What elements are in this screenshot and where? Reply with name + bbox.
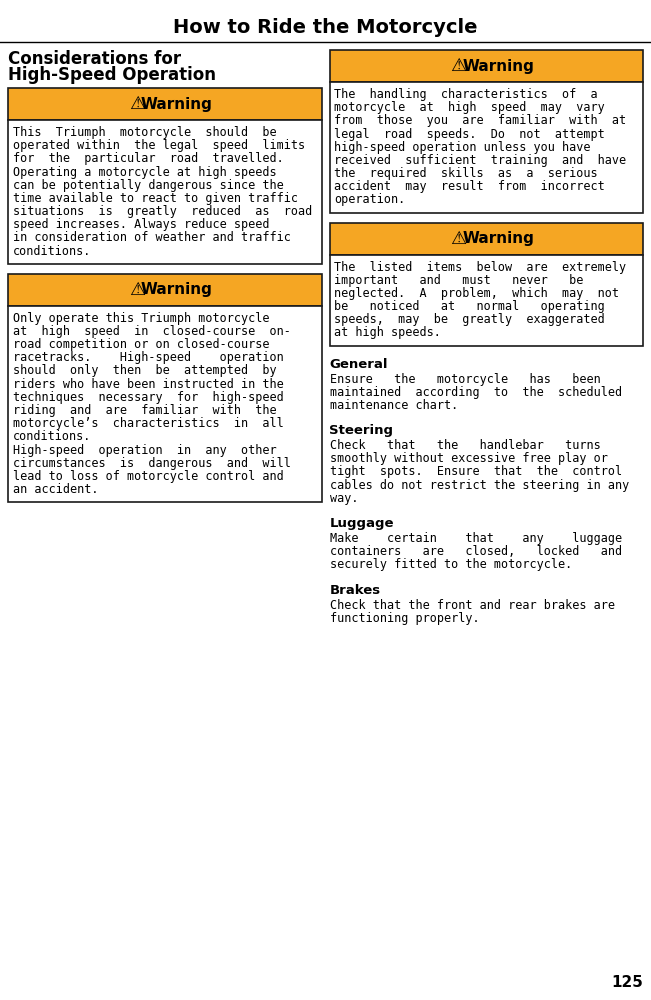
Text: securely fitted to the motorcycle.: securely fitted to the motorcycle. <box>329 558 572 571</box>
Text: tight  spots.  Ensure  that  the  control: tight spots. Ensure that the control <box>329 466 622 479</box>
Text: The  handling  characteristics  of  a: The handling characteristics of a <box>335 88 598 101</box>
Text: operation.: operation. <box>335 193 406 206</box>
Text: at  high  speed  in  closed-course  on-: at high speed in closed-course on- <box>13 325 291 338</box>
Text: Ensure   the   motorcycle   has   been: Ensure the motorcycle has been <box>329 373 600 386</box>
Bar <box>8 274 322 306</box>
Text: operated within  the legal  speed  limits: operated within the legal speed limits <box>13 139 305 152</box>
Text: techniques  necessary  for  high-speed: techniques necessary for high-speed <box>13 391 284 404</box>
Text: Steering: Steering <box>329 424 393 437</box>
Bar <box>329 255 643 346</box>
Text: functioning properly.: functioning properly. <box>329 612 479 625</box>
Text: motorcycle  at  high  speed  may  vary: motorcycle at high speed may vary <box>335 101 605 114</box>
Text: lead to loss of motorcycle control and: lead to loss of motorcycle control and <box>13 470 284 483</box>
Text: road competition or on closed-course: road competition or on closed-course <box>13 338 270 351</box>
Text: smoothly without excessive free play or: smoothly without excessive free play or <box>329 452 607 465</box>
Text: should  only  then  be  attempted  by: should only then be attempted by <box>13 364 277 377</box>
Text: situations  is  greatly  reduced  as  road: situations is greatly reduced as road <box>13 205 312 218</box>
Text: racetracks.    High-speed    operation: racetracks. High-speed operation <box>13 351 284 364</box>
Text: Considerations for: Considerations for <box>8 50 181 68</box>
Text: riders who have been instructed in the: riders who have been instructed in the <box>13 378 284 391</box>
Text: Warning: Warning <box>141 97 213 111</box>
Text: ⚠: ⚠ <box>129 281 145 299</box>
Text: Check that the front and rear brakes are: Check that the front and rear brakes are <box>329 599 615 612</box>
Text: Only operate this Triumph motorcycle: Only operate this Triumph motorcycle <box>13 312 270 325</box>
Text: from  those  you  are  familiar  with  at: from those you are familiar with at <box>335 114 627 127</box>
Text: can be potentially dangerous since the: can be potentially dangerous since the <box>13 179 284 192</box>
Text: Warning: Warning <box>141 282 213 297</box>
Text: Warning: Warning <box>462 58 534 74</box>
Text: time available to react to given traffic: time available to react to given traffic <box>13 192 298 205</box>
Text: motorcycle’s  characteristics  in  all: motorcycle’s characteristics in all <box>13 417 284 430</box>
Bar <box>8 306 322 502</box>
Text: neglected.  A  problem,  which  may  not: neglected. A problem, which may not <box>335 287 620 300</box>
Bar <box>329 82 643 213</box>
Text: Warning: Warning <box>462 231 534 246</box>
Text: Brakes: Brakes <box>329 584 381 597</box>
Text: circumstances  is  dangerous  and  will: circumstances is dangerous and will <box>13 457 291 470</box>
Text: conditions.: conditions. <box>13 430 91 443</box>
Text: speed increases. Always reduce speed: speed increases. Always reduce speed <box>13 218 270 231</box>
Text: conditions.: conditions. <box>13 245 91 258</box>
Text: in consideration of weather and traffic: in consideration of weather and traffic <box>13 231 291 244</box>
Text: ⚠: ⚠ <box>129 95 145 113</box>
Text: How to Ride the Motorcycle: How to Ride the Motorcycle <box>173 18 478 37</box>
Text: maintained  according  to  the  scheduled: maintained according to the scheduled <box>329 386 622 399</box>
Text: 125: 125 <box>611 975 643 990</box>
Text: High-Speed Operation: High-Speed Operation <box>8 66 216 84</box>
Text: General: General <box>329 358 388 371</box>
Text: ⚠: ⚠ <box>450 230 466 248</box>
Text: be   noticed   at   normal   operating: be noticed at normal operating <box>335 300 605 313</box>
Text: received  sufficient  training  and  have: received sufficient training and have <box>335 154 627 167</box>
Text: for  the  particular  road  travelled.: for the particular road travelled. <box>13 152 284 165</box>
Text: Check   that   the   handlebar   turns: Check that the handlebar turns <box>329 439 600 452</box>
Text: legal  road  speeds.  Do  not  attempt: legal road speeds. Do not attempt <box>335 128 605 141</box>
Bar <box>329 50 643 82</box>
Bar <box>329 223 643 255</box>
Text: ⚠: ⚠ <box>450 57 466 75</box>
Text: The  listed  items  below  are  extremely: The listed items below are extremely <box>335 261 627 274</box>
Text: Luggage: Luggage <box>329 517 394 530</box>
Text: speeds,  may  be  greatly  exaggerated: speeds, may be greatly exaggerated <box>335 313 605 326</box>
Text: accident  may  result  from  incorrect: accident may result from incorrect <box>335 180 605 193</box>
Bar <box>8 120 322 264</box>
Text: containers   are   closed,   locked   and: containers are closed, locked and <box>329 545 622 558</box>
Text: cables do not restrict the steering in any: cables do not restrict the steering in a… <box>329 479 629 492</box>
Text: High-speed  operation  in  any  other: High-speed operation in any other <box>13 444 277 457</box>
Text: an accident.: an accident. <box>13 483 98 496</box>
Text: This  Triumph  motorcycle  should  be: This Triumph motorcycle should be <box>13 126 277 139</box>
Text: maintenance chart.: maintenance chart. <box>329 399 458 412</box>
Text: high-speed operation unless you have: high-speed operation unless you have <box>335 141 591 154</box>
Text: important   and   must   never   be: important and must never be <box>335 274 584 287</box>
Text: way.: way. <box>329 492 358 505</box>
Bar <box>8 88 322 120</box>
Text: Operating a motorcycle at high speeds: Operating a motorcycle at high speeds <box>13 166 277 179</box>
Text: riding  and  are  familiar  with  the: riding and are familiar with the <box>13 404 277 417</box>
Text: the  required  skills  as  a  serious: the required skills as a serious <box>335 167 598 180</box>
Text: Make    certain    that    any    luggage: Make certain that any luggage <box>329 532 622 545</box>
Text: at high speeds.: at high speeds. <box>335 326 441 339</box>
